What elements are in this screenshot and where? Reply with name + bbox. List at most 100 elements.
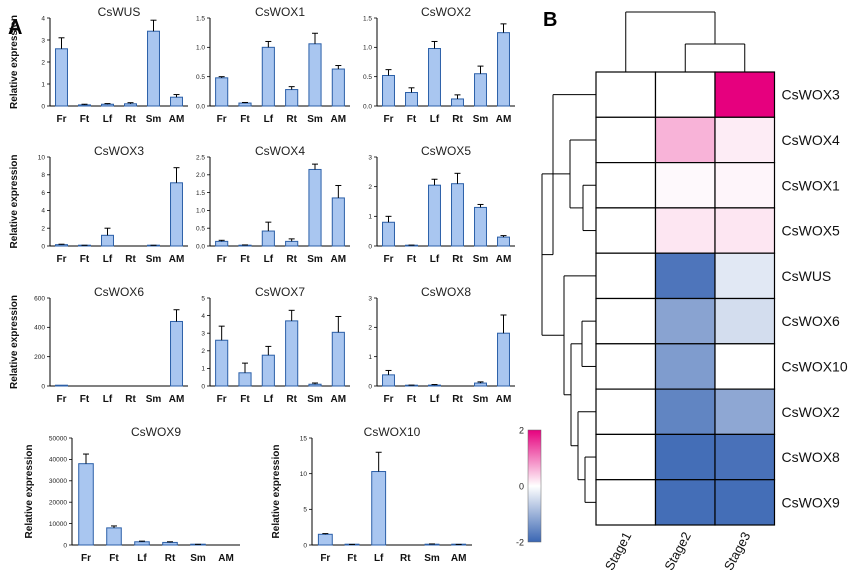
bar-fr (55, 384, 68, 387)
bar-charts: CsWUS 0 1 2 3 4 Relative expression Fr Ft Lf Rt Sm A… (9, 5, 515, 564)
y-tick-label: 0 (303, 542, 307, 549)
column-label: Stage1 (602, 529, 635, 572)
bar-am (497, 332, 510, 387)
bar-fr (382, 374, 395, 387)
category-label: AM (496, 394, 512, 405)
category-label: AM (496, 114, 512, 125)
heatmap-cell (595, 479, 657, 526)
heatmap-cell (654, 116, 716, 164)
heatmap-cell (654, 207, 716, 254)
bar-am (170, 96, 183, 107)
bar-sm (308, 43, 322, 107)
colorbar-tick-label: 0 (519, 482, 524, 492)
category-label: Sm (190, 553, 206, 564)
y-tick-label: 1.5 (196, 15, 205, 22)
row-label: CsWOX9 (782, 494, 841, 510)
y-tick-label: 0.5 (196, 226, 205, 233)
chart-title: CsWOX7 (255, 285, 305, 299)
bar-chart-cswox4: CsWOX4 0.0 0.5 1.0 1.5 2.0 2.5 Fr Ft Lf Rt Sm AM (196, 144, 350, 265)
category-label: Rt (165, 553, 176, 564)
bar-am (331, 331, 345, 387)
y-tick-label: 0.5 (196, 74, 205, 81)
category-label: Lf (103, 114, 113, 125)
category-label: Sm (473, 394, 489, 405)
category-label: Ft (407, 114, 417, 125)
category-label: Rt (452, 394, 463, 405)
bar-lf (134, 541, 150, 546)
category-label: Lf (137, 553, 147, 564)
y-tick-label: 3 (201, 331, 205, 338)
heatmap-cell (714, 479, 776, 526)
row-label: CsWUS (782, 268, 832, 284)
heatmap-cell (654, 479, 716, 526)
y-tick-label: 0 (201, 383, 205, 390)
heatmap-cell (654, 252, 716, 300)
category-label: Sm (146, 394, 162, 405)
chart-title: CsWOX10 (364, 425, 421, 439)
category-label: Lf (264, 114, 274, 125)
category-label: AM (331, 114, 347, 125)
y-tick-label: 50000 (49, 435, 67, 442)
category-label: AM (218, 553, 234, 564)
bar-lf (428, 384, 441, 387)
category-label: Sm (146, 114, 162, 125)
category-label: Rt (286, 394, 297, 405)
row-label: CsWOX3 (782, 87, 841, 103)
y-tick-label: 0 (368, 243, 372, 250)
bar-chart-cswus: CsWUS 0 1 2 3 4 Relative expression Fr Ft Lf Rt Sm A… (9, 5, 188, 125)
bar-rt (285, 89, 299, 107)
bar-rt (162, 541, 178, 546)
row-label: CsWOX2 (782, 404, 841, 420)
bar-fr (215, 77, 229, 107)
category-label: Lf (430, 394, 440, 405)
y-tick-label: 0 (41, 383, 45, 390)
bar-lf (101, 103, 114, 107)
bar-lf (428, 184, 441, 247)
y-tick-label: 0.0 (196, 243, 205, 250)
y-tick-label: 2 (201, 348, 205, 355)
bar-lf (261, 230, 275, 247)
bar-fr (55, 48, 68, 107)
bar-am (331, 197, 345, 247)
bar-ft (238, 372, 252, 387)
y-tick-label: 400 (34, 325, 45, 332)
bar-am (331, 68, 345, 107)
category-label: Fr (384, 254, 394, 265)
heatmap-cell (714, 116, 776, 164)
column-label: Stage2 (661, 529, 694, 572)
y-axis-label: Relative expression (9, 155, 20, 249)
bar-chart-cswox5: CsWOX5 0 1 2 3 Fr Ft Lf Rt Sm AM (368, 144, 515, 265)
heatmap-cell (714, 207, 776, 254)
bar-rt (285, 240, 299, 247)
category-label: Sm (307, 254, 323, 265)
heatmap-cell (595, 343, 657, 390)
y-tick-label: 2.0 (196, 172, 205, 179)
y-axis-label: Relative expression (271, 445, 282, 539)
y-tick-label: 5 (201, 295, 205, 302)
bar-chart-cswox6: CsWOX6 0 200 400 600 Relative expression Fr Ft L… (9, 285, 188, 405)
y-tick-label: 6 (41, 190, 45, 197)
category-label: Fr (57, 394, 67, 405)
y-tick-label: 3 (368, 154, 372, 161)
y-tick-label: 1.0 (196, 208, 205, 215)
category-label: Ft (240, 114, 250, 125)
category-label: Rt (286, 114, 297, 125)
bar-sm (147, 30, 160, 107)
chart-title: CsWOX4 (255, 144, 305, 158)
category-label: Sm (146, 254, 162, 265)
heatmap-cell (595, 388, 657, 436)
bar-sm (474, 73, 487, 107)
y-tick-label: 4 (41, 15, 45, 22)
category-label: Sm (424, 553, 440, 564)
category-label: Lf (264, 394, 274, 405)
bar-fr (215, 339, 229, 387)
y-axis-label: Relative expression (9, 15, 20, 109)
category-label: Fr (384, 394, 394, 405)
y-tick-label: 5 (303, 507, 307, 514)
heatmap-cell (654, 297, 716, 345)
category-label: AM (169, 114, 185, 125)
category-label: Ft (80, 394, 90, 405)
bar-chart-cswox8: CsWOX8 0 1 2 3 Fr Ft Lf Rt Sm AM (368, 285, 515, 405)
bar-fr (317, 533, 333, 546)
y-tick-label: 4 (41, 208, 45, 215)
